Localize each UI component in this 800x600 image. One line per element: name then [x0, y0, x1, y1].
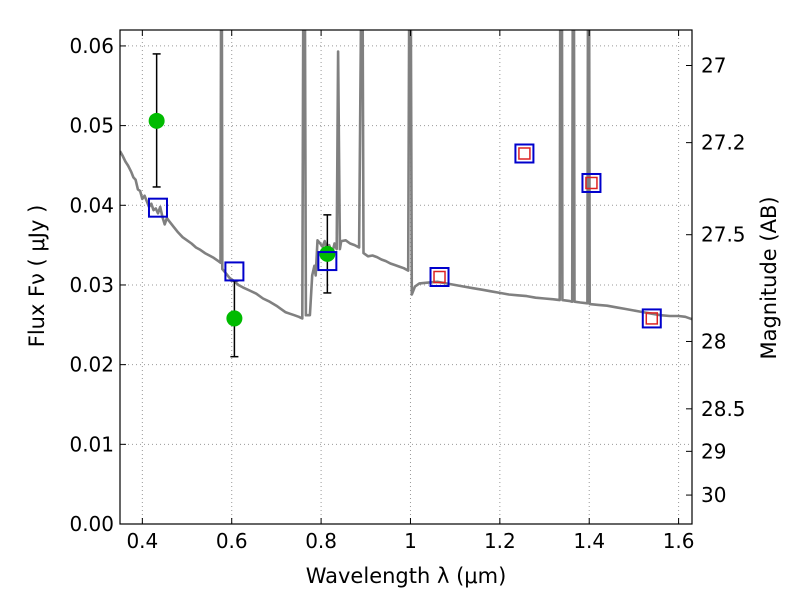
- model-points: [147, 143, 662, 329]
- x-axis-label: Wavelength λ (μm): [306, 564, 507, 588]
- y-tick-label: 0.06: [69, 34, 114, 58]
- plot-frame: [119, 29, 693, 525]
- y-tick-label: 0.05: [69, 114, 114, 138]
- right-tick-label: 28: [701, 329, 726, 353]
- model-point: [147, 197, 168, 218]
- x-tick-label: 0.4: [126, 529, 158, 553]
- model-point-inner: [433, 270, 446, 284]
- observed-point: [226, 310, 243, 327]
- right-axis-label: Magnitude (AB): [757, 196, 781, 359]
- right-tick-label: 28.5: [701, 397, 746, 421]
- y-tick-label: 0.00: [69, 512, 114, 536]
- right-axis-ticks: 27 27.2 27.5 28 28.5 29 30: [686, 54, 746, 507]
- model-point: [317, 251, 338, 272]
- model-point-inner: [585, 176, 598, 190]
- x-axis-ticks: 0.4 0.6 0.8 1 1.2 1.4 1.6: [126, 30, 695, 553]
- right-tick-label: 27.5: [701, 223, 746, 247]
- x-tick-label: 1.4: [573, 529, 605, 553]
- model-point-inner: [518, 147, 531, 160]
- right-tick-label: 27: [701, 54, 726, 78]
- right-tick-label: 29: [701, 439, 726, 463]
- x-tick-label: 1.6: [663, 529, 695, 553]
- spectrum-line: [120, 30, 692, 321]
- y-axis-label: Flux Fν ( μJy ): [25, 205, 49, 348]
- right-tick-label: 27.2: [701, 131, 746, 155]
- y-tick-label: 0.03: [69, 273, 114, 297]
- x-tick-label: 1.2: [484, 529, 516, 553]
- model-spectrum: [120, 30, 692, 321]
- observed-point: [319, 245, 336, 262]
- observed-point: [148, 112, 165, 129]
- y-tick-label: 0.04: [69, 193, 114, 217]
- observed-points: [148, 112, 336, 327]
- model-point-inner: [645, 312, 659, 325]
- x-tick-label: 1: [404, 529, 417, 553]
- model-point: [514, 143, 535, 164]
- y-axis-ticks: 0.00 0.01 0.02 0.03 0.04 0.05 0.06: [69, 34, 126, 536]
- x-tick-label: 0.8: [305, 529, 337, 553]
- grid-lines: [120, 30, 692, 525]
- right-tick-label: 30: [701, 483, 726, 507]
- x-tick-label: 0.6: [216, 529, 248, 553]
- model-point: [224, 261, 245, 282]
- model-point: [581, 172, 602, 193]
- y-tick-label: 0.02: [69, 353, 114, 377]
- model-point: [429, 267, 450, 287]
- y-tick-label: 0.01: [69, 432, 114, 456]
- model-point: [641, 308, 662, 329]
